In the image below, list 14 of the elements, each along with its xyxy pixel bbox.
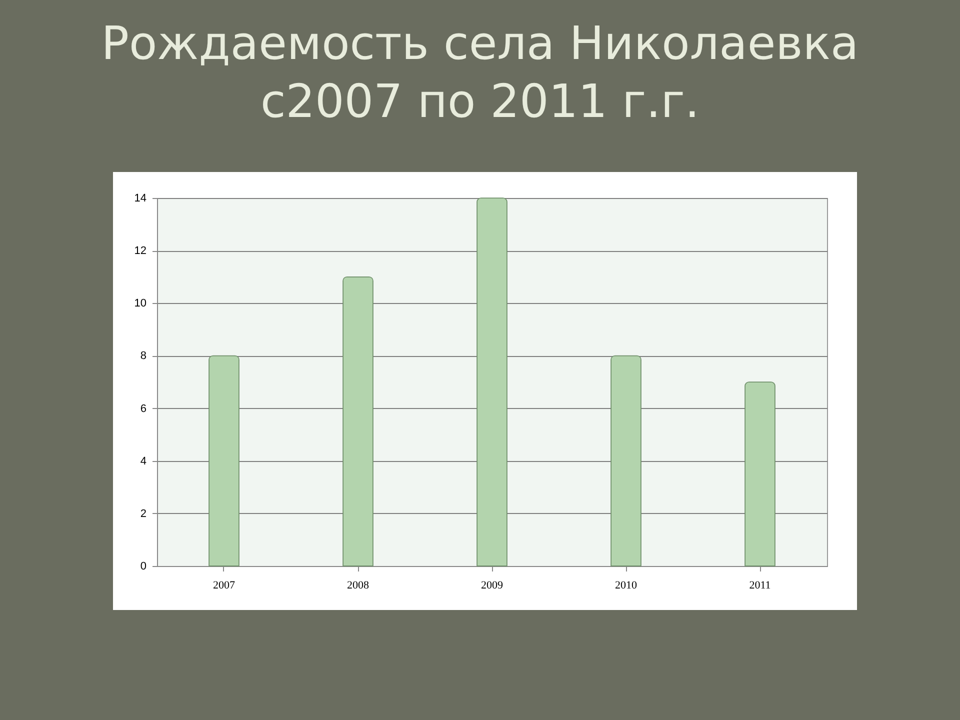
x-tick-label: 2009 bbox=[481, 580, 504, 592]
y-tick-label: 10 bbox=[134, 298, 146, 310]
y-tick-label: 14 bbox=[134, 192, 146, 204]
y-tick-label: 2 bbox=[140, 508, 146, 520]
x-tick-label: 2007 bbox=[213, 580, 236, 592]
y-tick-label: 0 bbox=[140, 560, 146, 572]
y-tick-label: 4 bbox=[140, 455, 146, 468]
y-tick-label: 12 bbox=[134, 245, 146, 258]
x-tick-label: 2011 bbox=[749, 580, 771, 592]
x-tick-label: 2008 bbox=[347, 580, 370, 592]
chart-title: Рождаемость села Николаевка с2007 по 2011 г.г. bbox=[100, 15, 860, 130]
y-tick-label: 6 bbox=[140, 402, 146, 415]
x-tick-label: 2010 bbox=[615, 580, 638, 592]
y-tick-label: 8 bbox=[140, 350, 146, 362]
